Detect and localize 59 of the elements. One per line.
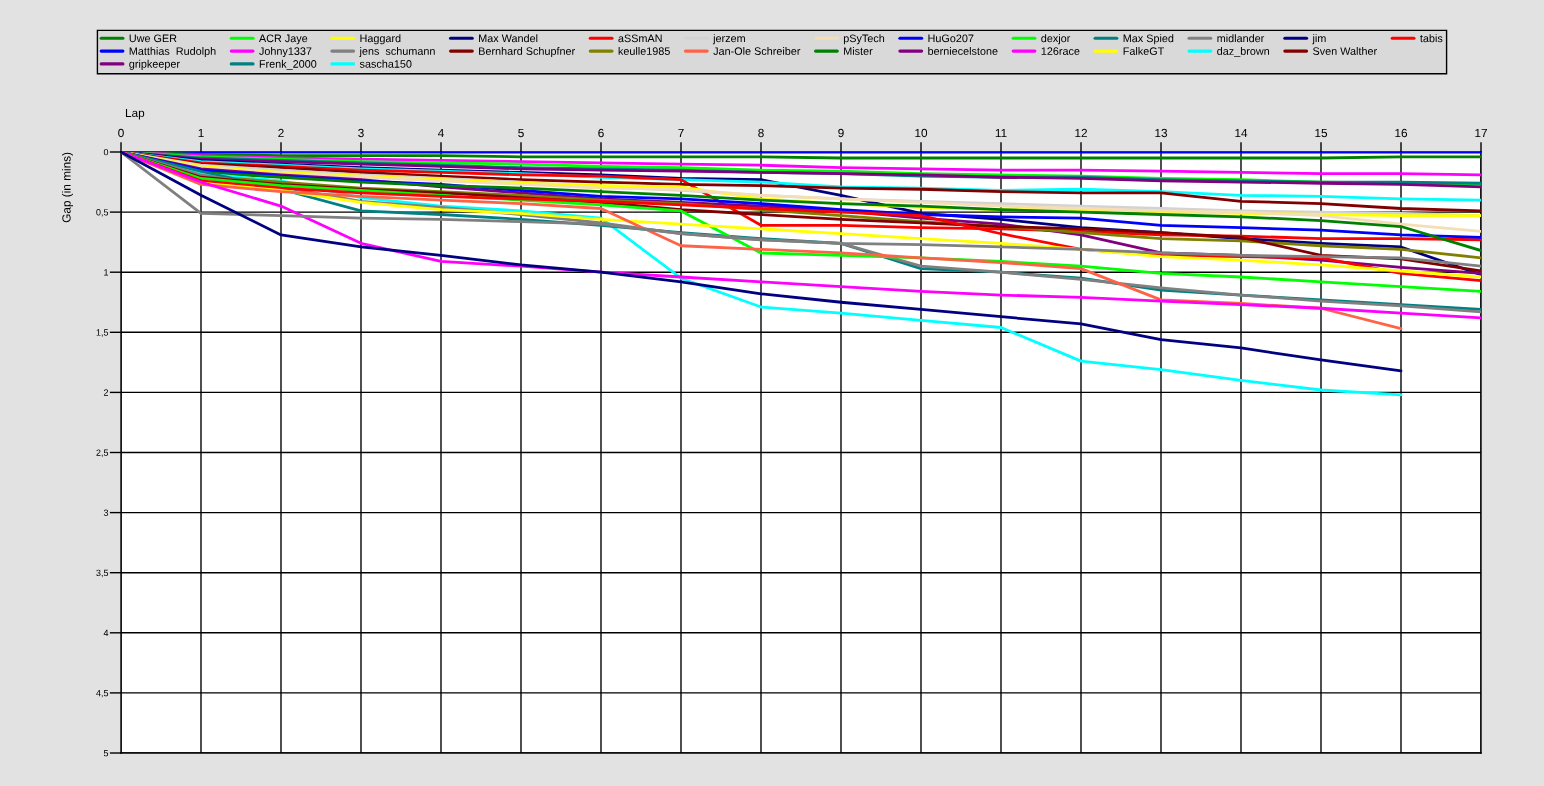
- x-tick-label: 14: [1235, 128, 1248, 138]
- legend-label: Bernhard Schupfner: [479, 47, 575, 58]
- y-tick-label: 4: [103, 629, 109, 637]
- legend-label: jerzem: [712, 34, 745, 45]
- y-tick-label: 0,5: [96, 209, 109, 217]
- x-tick-label: 13: [1155, 128, 1168, 138]
- legend-label: daz_brown: [1217, 47, 1270, 58]
- legend-label: Jan-Ole Schreiber: [713, 47, 801, 55]
- y-axis-title: Gap (in mins): [62, 152, 73, 223]
- x-tick-label: 11: [995, 128, 1007, 138]
- x-tick-label: 9: [838, 128, 844, 138]
- x-tick-label: 0: [118, 128, 124, 138]
- legend-label: Frenk_2000: [259, 59, 317, 70]
- y-tick-label: 3: [103, 509, 109, 516]
- legend-label: HuGo207: [928, 34, 974, 43]
- x-tick-label: 6: [598, 128, 604, 138]
- legend-label: Matthias Rudolph: [129, 47, 216, 58]
- x-tick-label: 1: [198, 128, 204, 138]
- x-tick-label: 4: [437, 128, 444, 138]
- y-tick-label: 1: [104, 269, 109, 276]
- legend-label: Haggard: [360, 34, 401, 45]
- y-tick-label: 2,5: [96, 449, 109, 457]
- legend-label: Max Spied: [1123, 34, 1174, 45]
- legend-label: FalkeGT: [1123, 47, 1165, 55]
- x-tick-label: 10: [915, 128, 928, 138]
- y-tick-label: 2: [103, 389, 109, 396]
- legend-label: jens schumann: [359, 47, 435, 58]
- legend-label: 126race: [1041, 47, 1080, 55]
- legend-label: aSSmAN: [618, 34, 662, 43]
- legend-label: Uwe GER: [129, 34, 177, 43]
- legend-label: gripkeeper: [129, 59, 180, 70]
- y-tick-label: 1,5: [96, 329, 109, 337]
- x-tick-label: 5: [518, 128, 524, 138]
- legend-label: Max Wandel: [479, 34, 538, 43]
- x-tick-label: 12: [1075, 128, 1087, 138]
- y-tick-label: 0: [103, 148, 109, 156]
- legend-label: dexjor: [1041, 34, 1071, 45]
- legend-label: ACR Jaye: [258, 34, 308, 45]
- legend-label: tabis: [1420, 34, 1443, 43]
- legend-label: Johny1337: [259, 47, 312, 58]
- x-tick-label: 17: [1475, 128, 1487, 138]
- x-tick-label: 7: [678, 128, 684, 138]
- legend-label: sascha150: [359, 59, 412, 68]
- legend-label: midlander: [1217, 34, 1265, 43]
- legend-label: berniecelstone: [928, 47, 998, 55]
- y-tick-label: 3,5: [96, 569, 109, 578]
- y-tick-label: 4,5: [96, 689, 109, 698]
- x-tick-label: 2: [278, 128, 284, 138]
- x-tick-label: 15: [1315, 128, 1328, 138]
- x-tick-label: 16: [1395, 128, 1408, 138]
- x-axis-title: Lap: [125, 108, 145, 120]
- legend-label: pSyTech: [843, 34, 885, 45]
- legend-label: Mister: [844, 47, 873, 55]
- legend-label: keulle1985: [618, 47, 670, 55]
- x-tick-label: 8: [758, 128, 764, 138]
- y-tick-label: 5: [103, 750, 109, 757]
- legend-label: Sven Walther: [1312, 47, 1377, 55]
- legend-label: jim: [1312, 34, 1326, 45]
- x-tick-label: 3: [358, 128, 364, 138]
